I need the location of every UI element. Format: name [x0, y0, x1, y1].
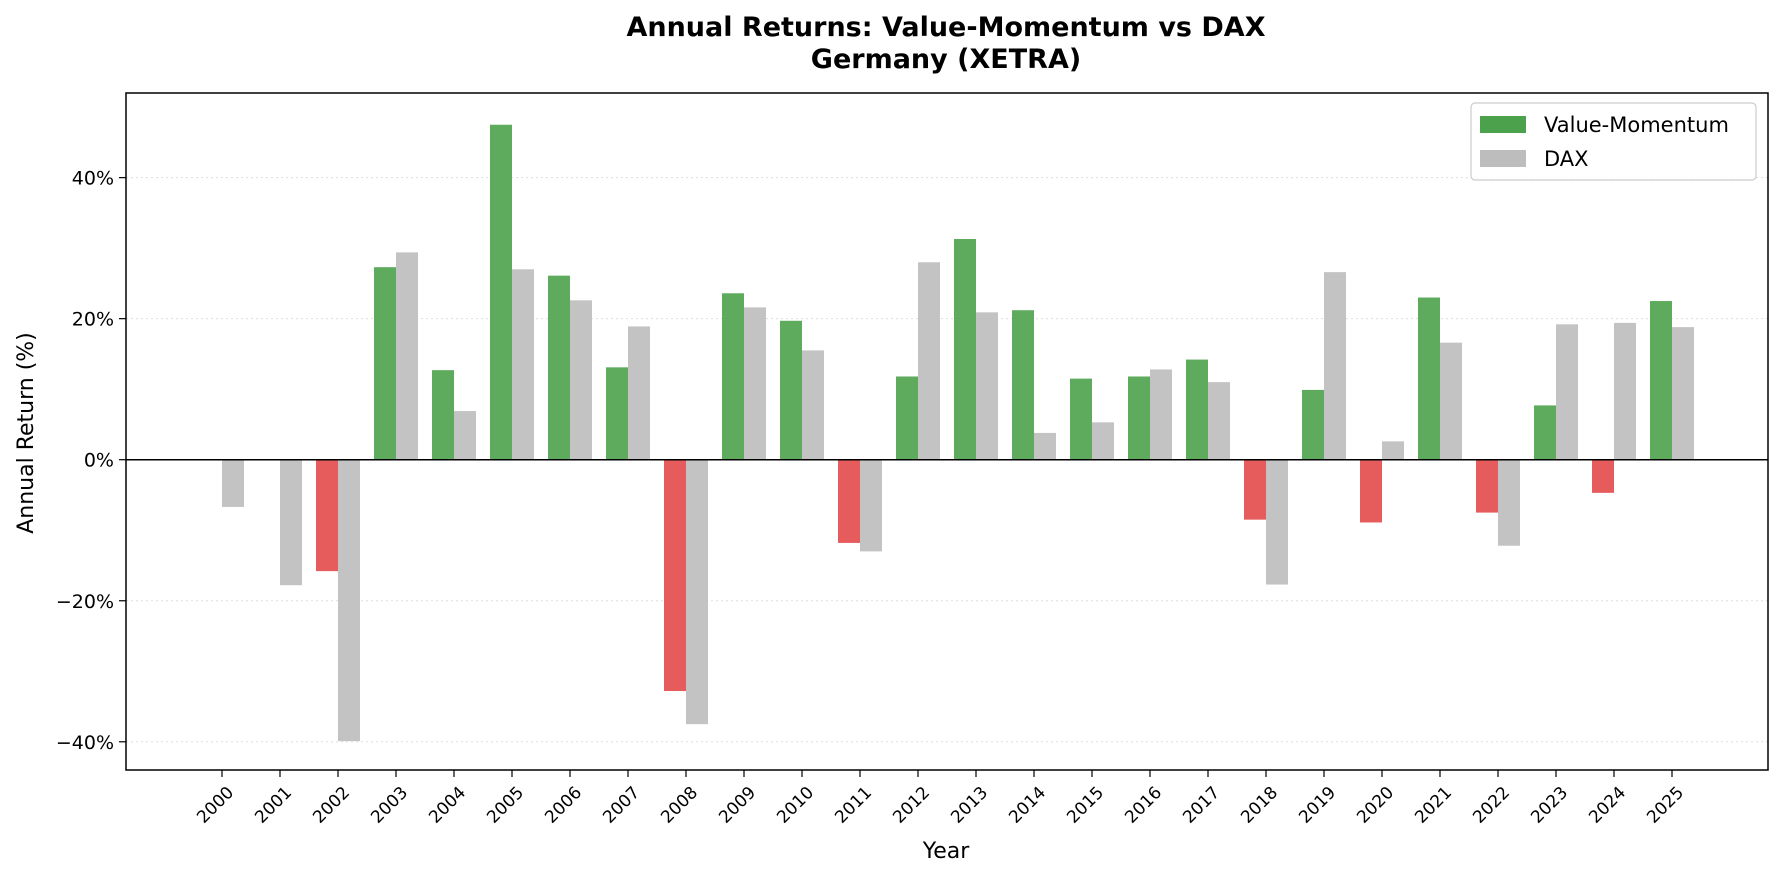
bar-dax-2021	[1440, 342, 1462, 460]
bar-value-momentum-2013	[954, 238, 976, 460]
x-tick-label: 2025	[1643, 783, 1688, 828]
x-tick-label: 2011	[831, 783, 876, 828]
x-tick-label: 2014	[1005, 783, 1050, 828]
x-tick-label: 2019	[1295, 783, 1340, 828]
bar-dax-2012	[918, 262, 940, 460]
bar-dax-2015	[1092, 422, 1114, 460]
bar-value-momentum-2016	[1128, 376, 1150, 460]
y-axis-label: Annual Return (%)	[14, 332, 39, 534]
bar-value-momentum-2025	[1650, 301, 1672, 460]
bar-dax-2017	[1208, 382, 1230, 460]
bar-value-momentum-2004	[432, 370, 454, 460]
x-tick-label: 2015	[1063, 783, 1108, 828]
bar-dax-2010	[802, 350, 824, 460]
x-tick-label: 2006	[541, 783, 586, 828]
bar-dax-2020	[1382, 441, 1404, 460]
bar-value-momentum-2022	[1476, 459, 1498, 513]
bar-value-momentum-2024	[1592, 459, 1614, 493]
bar-dax-2006	[570, 300, 592, 460]
x-tick-label: 2002	[309, 783, 354, 828]
bar-value-momentum-2014	[1012, 310, 1034, 460]
bar-value-momentum-2015	[1070, 378, 1092, 460]
x-tick-label: 2017	[1179, 783, 1224, 828]
x-tick-label: 2018	[1237, 783, 1282, 828]
bar-dax-2008	[686, 459, 708, 725]
x-tick-label: 2004	[425, 783, 470, 828]
bar-value-momentum-2009	[722, 293, 744, 460]
bar-value-momentum-2020	[1360, 459, 1382, 523]
x-tick-label: 2021	[1411, 783, 1456, 828]
bar-value-momentum-2023	[1534, 405, 1556, 460]
x-tick-label: 2024	[1585, 783, 1630, 828]
bar-dax-2025	[1672, 327, 1694, 460]
x-axis-label: Year	[922, 839, 971, 864]
x-tick-label: 2012	[889, 783, 934, 828]
x-tick-label: 2008	[657, 783, 702, 828]
bar-dax-2013	[976, 312, 998, 460]
bar-dax-2014	[1034, 432, 1056, 460]
bar-value-momentum-2003	[374, 267, 396, 460]
x-tick-label: 2000	[193, 783, 238, 828]
bar-dax-2018	[1266, 459, 1288, 585]
bar-dax-2009	[744, 307, 766, 460]
plot-frame	[125, 92, 1769, 771]
bar-value-momentum-2008	[664, 459, 686, 692]
legend-box	[1470, 102, 1757, 181]
bar-dax-2001	[280, 459, 302, 586]
legend-swatch-dax	[1480, 150, 1526, 167]
bar-value-momentum-2017	[1186, 359, 1208, 460]
bar-value-momentum-2010	[780, 320, 802, 460]
y-tick-label: 0%	[84, 450, 114, 472]
x-axis-ticks: 2000 2001 2002 2003 2004 2005 2006 2007 2008 2009…	[193, 770, 1688, 828]
x-tick-label: 2005	[483, 783, 528, 828]
bar-dax-2005	[512, 269, 534, 460]
y-tick-label: 40%	[72, 168, 114, 190]
x-tick-label: 2020	[1353, 783, 1398, 828]
bar-value-momentum-2002	[316, 459, 338, 572]
y-tick-label: −40%	[56, 732, 114, 754]
x-tick-label: 2010	[773, 783, 818, 828]
bar-dax-2004	[454, 411, 476, 460]
x-tick-label: 2022	[1469, 783, 1514, 828]
legend-label-dax: DAX	[1544, 147, 1589, 171]
x-tick-label: 2013	[947, 783, 992, 828]
bar-dax-2016	[1150, 369, 1172, 460]
x-tick-label: 2016	[1121, 783, 1166, 828]
bar-value-momentum-2007	[606, 367, 628, 460]
bar-dax-2011	[860, 459, 882, 552]
chart-subtitle: Germany (XETRA)	[811, 44, 1081, 75]
bar-value-momentum-2011	[838, 459, 860, 543]
bar-dax-2000	[222, 459, 244, 507]
y-axis-ticks: −40% −20% 0% 20% 40%	[56, 168, 126, 754]
legend-swatch-value-momentum	[1480, 116, 1526, 133]
bar-dax-2022	[1498, 459, 1520, 546]
x-tick-label: 2001	[251, 783, 296, 828]
legend-label-value-momentum: Value-Momentum	[1544, 113, 1729, 137]
bar-dax-2023	[1556, 324, 1578, 460]
bar-dax-2024	[1614, 322, 1636, 460]
x-tick-label: 2009	[715, 783, 760, 828]
x-tick-label: 2003	[367, 783, 412, 828]
bar-value-momentum-2006	[548, 275, 570, 460]
x-tick-label: 2023	[1527, 783, 1572, 828]
x-tick-label: 2007	[599, 783, 644, 828]
y-tick-label: −20%	[56, 591, 114, 613]
y-tick-label: 20%	[72, 309, 114, 331]
bar-dax-2019	[1324, 272, 1346, 460]
legend: Value-Momentum DAX	[1470, 102, 1757, 181]
bar-value-momentum-2012	[896, 376, 918, 460]
chart-title: Annual Returns: Value-Momentum vs DAX	[626, 12, 1265, 43]
bar-value-momentum-2019	[1302, 389, 1324, 460]
bar-dax-2003	[396, 252, 418, 460]
bar-value-momentum-2021	[1418, 297, 1440, 460]
bar-dax-2007	[628, 326, 650, 460]
bar-value-momentum-2005	[490, 124, 512, 460]
bar-value-momentum-2018	[1244, 459, 1266, 520]
bar-dax-2002	[338, 459, 360, 742]
bars	[222, 124, 1694, 742]
